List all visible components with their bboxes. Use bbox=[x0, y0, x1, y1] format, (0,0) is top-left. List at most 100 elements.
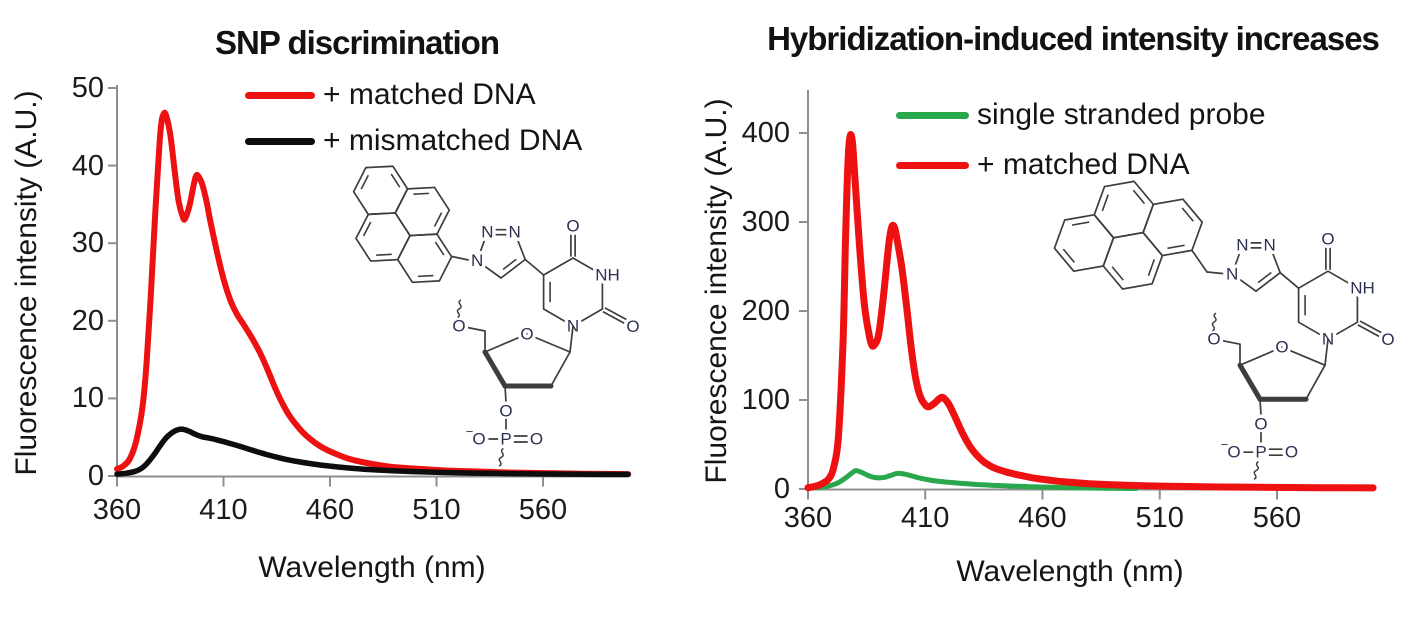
bond bbox=[1231, 273, 1257, 293]
y-tick-label: 100 bbox=[741, 384, 790, 416]
y-tick-label: 20 bbox=[71, 304, 104, 337]
atom-label: O bbox=[1227, 443, 1240, 462]
bond bbox=[476, 259, 502, 279]
bond bbox=[550, 351, 571, 387]
double-bond bbox=[376, 253, 392, 256]
x-tick-label: 560 bbox=[1252, 502, 1302, 534]
aromatic-ring bbox=[1142, 198, 1204, 257]
bond bbox=[1259, 398, 1262, 417]
bond bbox=[524, 258, 545, 276]
wavy-bond bbox=[456, 299, 462, 319]
x-tick-label: 410 bbox=[901, 502, 950, 534]
aromatic-ring bbox=[355, 212, 411, 262]
double-bond bbox=[413, 192, 430, 195]
bond bbox=[1359, 320, 1383, 334]
atom-label: − bbox=[466, 424, 474, 439]
wavy-bond bbox=[1211, 312, 1217, 332]
y-tick-label: 200 bbox=[741, 295, 790, 327]
atom-label: P bbox=[500, 430, 511, 449]
legend-item-matched-dna-right: + matched DNA bbox=[896, 150, 1190, 180]
legend-label-matched-dna: + matched DNA bbox=[323, 78, 536, 111]
atom-label: O bbox=[520, 325, 533, 344]
curve-mismatched-dna bbox=[114, 426, 631, 478]
bond bbox=[604, 307, 628, 321]
bond bbox=[602, 311, 626, 325]
aromatic-ring bbox=[1102, 231, 1164, 290]
bond bbox=[1206, 271, 1224, 275]
y-tick-label: 10 bbox=[71, 382, 104, 415]
bond bbox=[1268, 244, 1282, 274]
bond bbox=[1221, 339, 1241, 346]
bond bbox=[484, 333, 528, 353]
aromatic-ring bbox=[396, 233, 453, 284]
bond bbox=[482, 349, 508, 389]
bond bbox=[451, 255, 470, 261]
bond bbox=[500, 258, 527, 279]
pyrene-group bbox=[352, 165, 453, 284]
atom-label: O bbox=[452, 317, 465, 336]
atom-label: N bbox=[481, 223, 493, 242]
double-bond bbox=[502, 258, 517, 271]
double-bond bbox=[417, 274, 434, 278]
double-bond bbox=[360, 174, 370, 190]
double-bond bbox=[362, 221, 372, 237]
y-tick-label: 400 bbox=[741, 117, 790, 149]
double-bond bbox=[1101, 194, 1109, 212]
single-stranded-probe-line-swatch bbox=[896, 111, 969, 119]
y-tick-label: 300 bbox=[741, 206, 790, 238]
bond bbox=[1237, 362, 1263, 402]
x-tick-label: 460 bbox=[1018, 502, 1067, 534]
bond bbox=[1191, 249, 1208, 273]
bond bbox=[476, 231, 489, 262]
x-tick-label: 360 bbox=[92, 494, 142, 526]
bond bbox=[526, 333, 571, 353]
bond bbox=[504, 385, 507, 403]
atom-label: O bbox=[1275, 338, 1288, 357]
x-tick-label: 560 bbox=[518, 494, 568, 526]
mismatched-dna-line-swatch bbox=[245, 137, 315, 145]
x-tick-label: 360 bbox=[783, 502, 833, 534]
atom-label: N bbox=[471, 251, 483, 270]
double-bond bbox=[390, 173, 401, 188]
left-chart-title: SNP discrimination bbox=[215, 24, 500, 61]
atom-label: N bbox=[1236, 236, 1248, 255]
curve-matched-dna bbox=[804, 131, 1377, 492]
y-tick-label: 40 bbox=[71, 149, 104, 182]
y-tick-label: 30 bbox=[71, 227, 104, 260]
double-bond bbox=[1167, 244, 1185, 250]
atom-label: O bbox=[1254, 415, 1267, 434]
atom-label: O bbox=[1207, 330, 1220, 349]
curve-matched-dna bbox=[114, 109, 632, 478]
aromatic-ring bbox=[1053, 213, 1115, 273]
double-bond bbox=[434, 241, 445, 256]
right-chart-title: Hybridization-induced intensity increase… bbox=[767, 20, 1380, 57]
double-bond bbox=[1062, 248, 1076, 263]
atom-label: O bbox=[499, 402, 512, 421]
wavy-bond bbox=[1253, 461, 1259, 480]
bond bbox=[466, 326, 486, 332]
right-y-axis-label: Fluorescence intensity (A.U.) bbox=[700, 98, 733, 484]
double-bond bbox=[1181, 207, 1194, 222]
atom-label: NH bbox=[1350, 279, 1375, 298]
atom-label: O bbox=[626, 317, 639, 336]
legend-item-single-stranded-probe: single stranded probe bbox=[896, 98, 1266, 131]
atom-label: N bbox=[508, 223, 520, 242]
right-x-axis-label: Wavelength (nm) bbox=[956, 555, 1184, 588]
bond bbox=[1255, 271, 1282, 293]
legend-label-mismatched-dna: + mismatched DNA bbox=[323, 124, 583, 157]
legend-item-mismatched-dna: + mismatched DNA bbox=[245, 124, 583, 157]
legend-label-single-stranded-probe: single stranded probe bbox=[977, 98, 1266, 131]
y-tick-label: 0 bbox=[773, 473, 790, 505]
bond bbox=[513, 231, 527, 261]
bond bbox=[1279, 271, 1300, 290]
atom-label: N bbox=[1226, 264, 1238, 283]
double-bond bbox=[1132, 189, 1146, 205]
atom-label: NH bbox=[595, 266, 620, 285]
wavy-bond bbox=[498, 447, 504, 467]
pyrene-group bbox=[1053, 180, 1204, 290]
bond bbox=[1239, 346, 1283, 367]
bond bbox=[1281, 346, 1326, 367]
bond bbox=[1231, 244, 1244, 275]
atom-label: P bbox=[1255, 443, 1266, 462]
